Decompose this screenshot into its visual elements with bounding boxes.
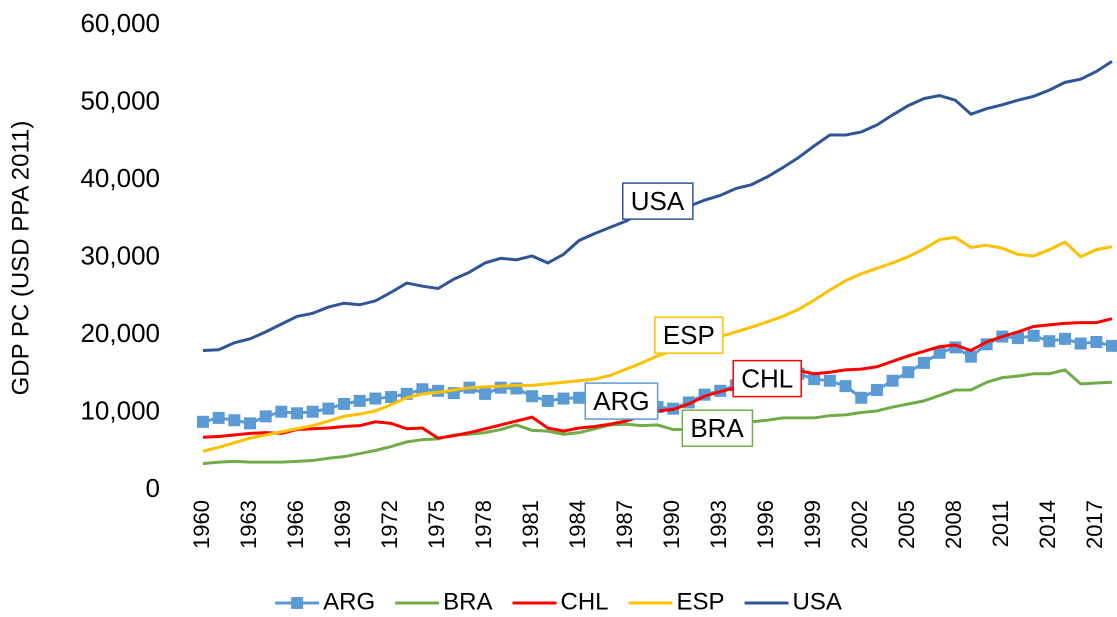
y-tick-label: 30,000: [80, 240, 160, 270]
point-marker: [228, 414, 241, 427]
legend-label: ESP: [677, 588, 725, 615]
point-marker: [1027, 329, 1040, 342]
point-marker: [1058, 332, 1071, 345]
point-marker: [902, 366, 915, 379]
point-marker: [212, 411, 225, 424]
point-marker: [479, 387, 492, 400]
point-marker: [1090, 335, 1103, 348]
series-line: [202, 368, 1113, 466]
x-tick-label: 1978: [471, 500, 496, 549]
point-marker: [886, 374, 899, 387]
point-marker: [510, 382, 523, 395]
x-tick-label: 1972: [377, 500, 402, 549]
point-marker: [1011, 332, 1024, 345]
point-marker: [964, 350, 977, 363]
legend-label: ARG: [323, 588, 375, 615]
legend-label: BRA: [443, 588, 492, 615]
y-tick-label: 40,000: [80, 163, 160, 193]
annotation-box: [654, 316, 724, 354]
y-tick-label: 20,000: [80, 318, 160, 348]
point-marker: [541, 394, 554, 407]
legend: ARG BRA CHL ESP USA: [275, 588, 842, 615]
point-marker: [933, 346, 946, 359]
point-marker: [197, 415, 209, 428]
x-tick-label: 2014: [1035, 500, 1060, 549]
y-tick-label: 60,000: [80, 8, 160, 38]
point-marker: [573, 391, 586, 404]
x-tick-label: 2008: [941, 500, 966, 549]
point-marker: [385, 391, 398, 403]
point-marker: [855, 391, 868, 404]
annotation: BRA: [681, 409, 754, 447]
point-marker: [322, 402, 335, 415]
annotation: USA: [622, 182, 694, 220]
series-line: [202, 235, 1113, 453]
point-marker: [369, 392, 382, 405]
y-axis-title: GDP PC (USD PPA 2011): [7, 121, 34, 396]
point-marker: [870, 384, 883, 397]
point-marker: [839, 380, 852, 393]
annotation: ARG: [584, 382, 659, 420]
point-marker: [557, 392, 570, 405]
point-marker: [917, 356, 930, 369]
point-marker: [338, 397, 351, 410]
x-tick-label: 1975: [424, 500, 449, 549]
x-tick-label: 1960: [189, 500, 214, 549]
point-marker: [808, 373, 821, 386]
annotation-text: ESP: [663, 320, 715, 350]
point-marker: [291, 407, 304, 420]
point-marker: [526, 390, 539, 403]
x-tick-label: 2011: [988, 500, 1013, 547]
annotation-box: [732, 359, 802, 398]
point-marker: [823, 374, 836, 387]
point-marker: [275, 405, 288, 418]
y-tick-label: 10,000: [80, 395, 160, 425]
legend-label: CHL: [560, 588, 608, 615]
x-tick-label: 1963: [236, 500, 261, 549]
annotation: CHL: [732, 359, 802, 398]
x-tick-label: 1990: [659, 500, 684, 549]
x-tick-label: 1969: [330, 500, 355, 549]
x-tick-label: 1987: [612, 500, 637, 549]
y-tick-label: 50,000: [80, 85, 160, 115]
annotation-text: ARG: [593, 386, 649, 416]
legend-marker: [291, 597, 304, 609]
x-tick-label: 2017: [1082, 500, 1107, 549]
point-marker: [1043, 335, 1056, 348]
annotation: ESP: [654, 316, 724, 354]
x-tick-label: 1996: [753, 500, 778, 549]
x-tick-label: 1966: [283, 500, 308, 549]
x-tick-label: 1999: [800, 500, 825, 549]
legend-label: USA: [793, 588, 842, 615]
point-marker: [1106, 339, 1117, 352]
x-tick-label: 2002: [847, 500, 872, 549]
annotation-box: [622, 182, 694, 220]
x-tick-label: 1984: [565, 500, 590, 549]
annotation-text: BRA: [690, 413, 744, 443]
x-tick-label: 1993: [706, 500, 731, 549]
y-tick-label: 0: [146, 473, 160, 503]
annotation-box: [584, 382, 659, 420]
point-marker: [306, 405, 319, 418]
point-marker: [353, 394, 366, 407]
point-marker: [259, 410, 272, 423]
point-marker: [244, 417, 257, 430]
annotation-text: USA: [631, 186, 685, 216]
annotation-box: [681, 409, 754, 447]
annotation-text: CHL: [741, 364, 793, 394]
x-tick-label: 1981: [518, 500, 543, 549]
point-marker: [1074, 337, 1087, 350]
x-tick-label: 2005: [894, 500, 919, 549]
